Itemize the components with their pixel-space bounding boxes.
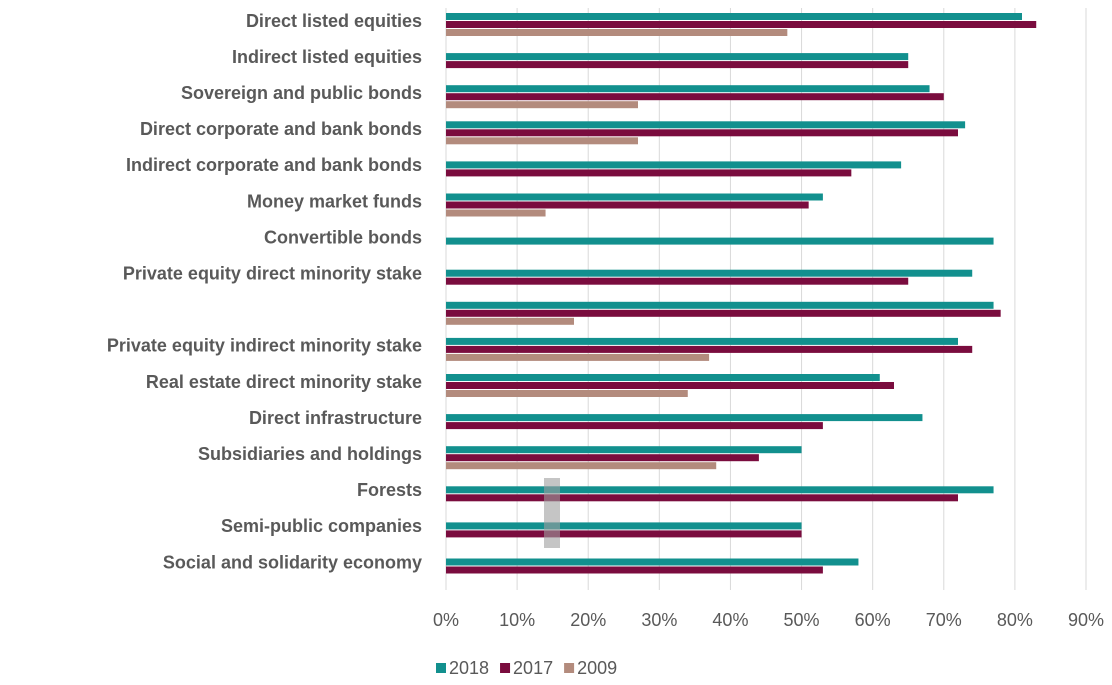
category-label: Real estate direct minority stake [146, 372, 422, 392]
bar [446, 530, 802, 538]
x-tick-label: 60% [855, 610, 891, 630]
category-label: Direct corporate and bank bonds [140, 119, 422, 139]
bar [446, 209, 546, 217]
bar [446, 317, 574, 325]
bar [446, 566, 823, 574]
bar [446, 301, 994, 309]
bar [446, 93, 944, 101]
bar [446, 85, 930, 93]
bar [446, 446, 802, 454]
bar [446, 161, 902, 169]
bar [446, 558, 859, 566]
bar [446, 193, 823, 201]
bar [446, 422, 823, 430]
category-label: Semi-public companies [221, 516, 422, 536]
category-label: Subsidiaries and holdings [198, 444, 422, 464]
bar [446, 382, 894, 389]
category-label: Indirect listed equities [232, 47, 422, 67]
overlay-artifact [544, 478, 560, 548]
bar [446, 201, 809, 209]
bar [446, 237, 994, 245]
x-tick-label: 20% [570, 610, 606, 630]
bar [446, 137, 638, 145]
category-label: Money market funds [247, 191, 422, 211]
bar [446, 486, 994, 494]
x-tick-label: 90% [1068, 610, 1104, 630]
x-tick-label: 40% [712, 610, 748, 630]
category-label: Sovereign and public bonds [181, 83, 422, 103]
bars [446, 13, 1037, 574]
legend-label: 2017 [513, 658, 553, 678]
x-tick-label: 30% [641, 610, 677, 630]
x-tick-label: 50% [784, 610, 820, 630]
bar [446, 121, 966, 129]
x-tick-label: 10% [499, 610, 535, 630]
category-label: Forests [357, 480, 422, 500]
bar [446, 61, 909, 69]
bar [446, 414, 923, 422]
bar [446, 101, 638, 109]
bar [446, 454, 759, 462]
x-tick-label: 70% [926, 610, 962, 630]
category-label: Convertible bonds [264, 227, 422, 247]
category-label: Indirect corporate and bank bonds [126, 155, 422, 175]
x-tick-label: 80% [997, 610, 1033, 630]
legend-swatch [436, 663, 446, 673]
legend-swatch [564, 663, 575, 673]
bar [446, 13, 1022, 20]
bar [446, 309, 1001, 317]
bar [446, 277, 909, 285]
bar [446, 169, 852, 177]
bar [446, 494, 958, 502]
bar [446, 353, 710, 361]
legend-swatch [500, 663, 511, 673]
legend-label: 2009 [577, 658, 617, 678]
category-label: Direct infrastructure [249, 408, 422, 428]
bar [446, 21, 1037, 28]
bar [446, 345, 973, 353]
bar [446, 53, 909, 61]
bar [446, 462, 717, 470]
legend-label: 2018 [449, 658, 489, 678]
category-label: Private equity indirect minority stake [107, 336, 422, 356]
bar [446, 129, 958, 137]
bar [446, 390, 688, 397]
category-label: Private equity direct minority stake [123, 263, 422, 283]
bar [446, 29, 788, 36]
category-label: Direct listed equities [246, 11, 422, 31]
category-label: Social and solidarity economy [163, 552, 422, 572]
x-tick-label: 0% [433, 610, 459, 630]
bar [446, 374, 880, 381]
bar [446, 337, 958, 345]
bar [446, 522, 802, 530]
bar [446, 269, 973, 277]
